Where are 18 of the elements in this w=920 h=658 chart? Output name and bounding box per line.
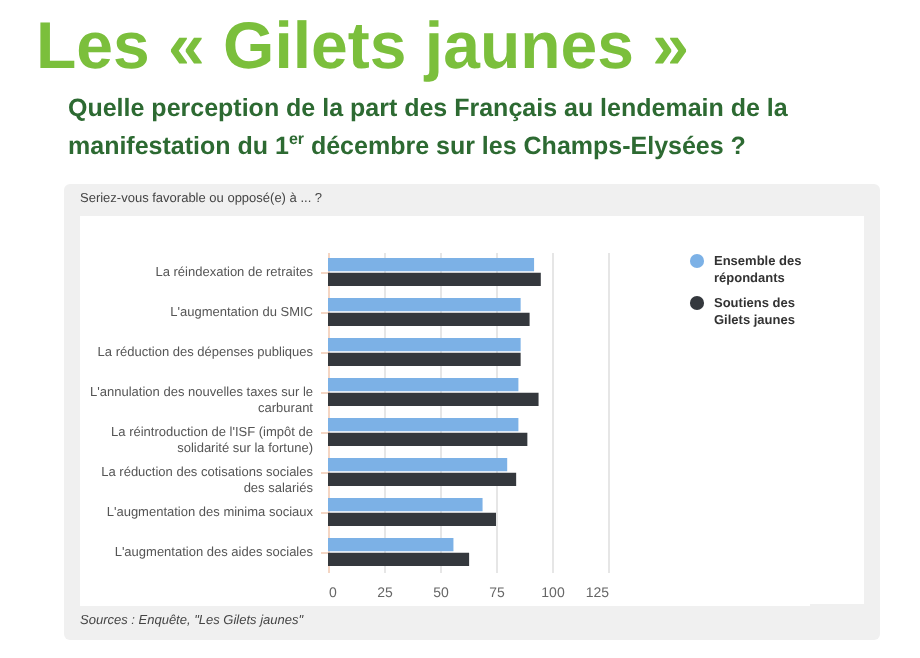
bar: [328, 552, 470, 566]
chart-title: Les « Gilets jaunes »: [36, 8, 691, 84]
bar: [328, 512, 496, 526]
bar: [328, 472, 517, 486]
bar: [328, 378, 519, 392]
bar: [328, 272, 541, 286]
bar: [328, 538, 454, 552]
bar: [328, 458, 508, 472]
bar: [328, 298, 521, 312]
bar: [328, 258, 535, 272]
bar: [328, 312, 530, 326]
bar: [328, 338, 521, 352]
bar: [328, 498, 483, 512]
bar: [328, 432, 528, 446]
bar: [328, 392, 539, 406]
bar: [328, 418, 519, 432]
bar: [328, 352, 521, 366]
chart-subtitle: Quelle perception de la part des Français au lendemain de la manifestation du 1$^{er}$ décembre sur les Champs-Elysées ?: [68, 92, 790, 163]
